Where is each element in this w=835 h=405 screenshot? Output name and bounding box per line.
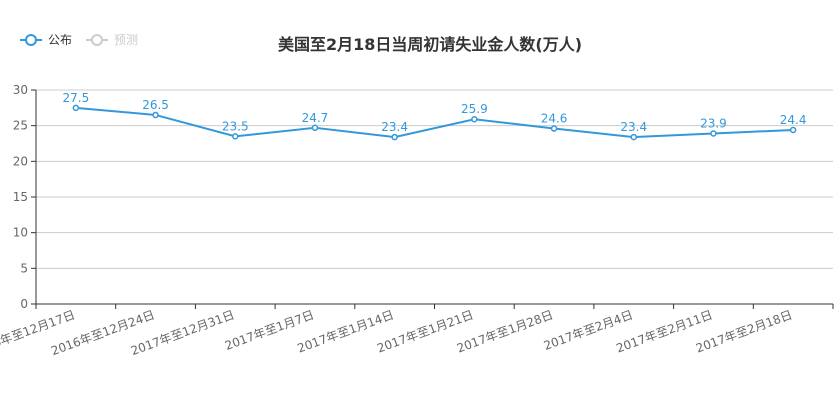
- data-point[interactable]: [630, 133, 637, 141]
- chart-title: 美国至2月18日当周初请失业金人数(万人): [278, 35, 582, 54]
- y-tick-label: 15: [13, 190, 28, 204]
- series-line: [75, 106, 794, 139]
- data-label: 27.5: [62, 91, 89, 105]
- series-published: [72, 104, 797, 141]
- y-tick-label: 0: [20, 297, 28, 311]
- y-tick-label: 20: [13, 154, 28, 168]
- data-point[interactable]: [391, 133, 398, 141]
- data-label: 26.5: [142, 98, 169, 112]
- legend-label-published: 公布: [48, 33, 72, 47]
- y-tick-label: 10: [13, 226, 28, 240]
- grid: [36, 89, 833, 269]
- legend-marker-forecast: [91, 34, 103, 46]
- data-label: 23.9: [700, 117, 727, 131]
- data-point[interactable]: [471, 115, 478, 123]
- data-labels: 27.5 26.5 23.5 24.7 23.4 25.9 24.6 23.4 23.9 24.4: [62, 91, 806, 134]
- data-label: 23.5: [222, 119, 249, 133]
- data-label: 23.4: [620, 120, 647, 134]
- data-label: 24.4: [780, 113, 807, 127]
- legend-label-forecast: 预测: [114, 33, 138, 47]
- y-tick-label: 30: [13, 83, 28, 97]
- legend: 公布 预测: [20, 33, 138, 47]
- y-tick-label: 5: [20, 261, 28, 275]
- data-point[interactable]: [550, 125, 558, 132]
- data-label: 24.6: [541, 112, 568, 126]
- data-point[interactable]: [789, 126, 797, 134]
- legend-marker-published: [25, 34, 37, 46]
- data-point[interactable]: [152, 111, 159, 119]
- data-point[interactable]: [311, 124, 319, 132]
- data-point[interactable]: [710, 130, 717, 137]
- legend-item-forecast[interactable]: 预测: [86, 33, 138, 47]
- data-point[interactable]: [232, 133, 239, 140]
- data-point[interactable]: [72, 104, 80, 112]
- legend-item-published[interactable]: 公布: [20, 33, 72, 47]
- data-label: 24.7: [302, 111, 329, 125]
- y-tick-label: 25: [13, 119, 28, 133]
- data-label: 23.4: [381, 120, 408, 134]
- data-label: 25.9: [461, 102, 488, 116]
